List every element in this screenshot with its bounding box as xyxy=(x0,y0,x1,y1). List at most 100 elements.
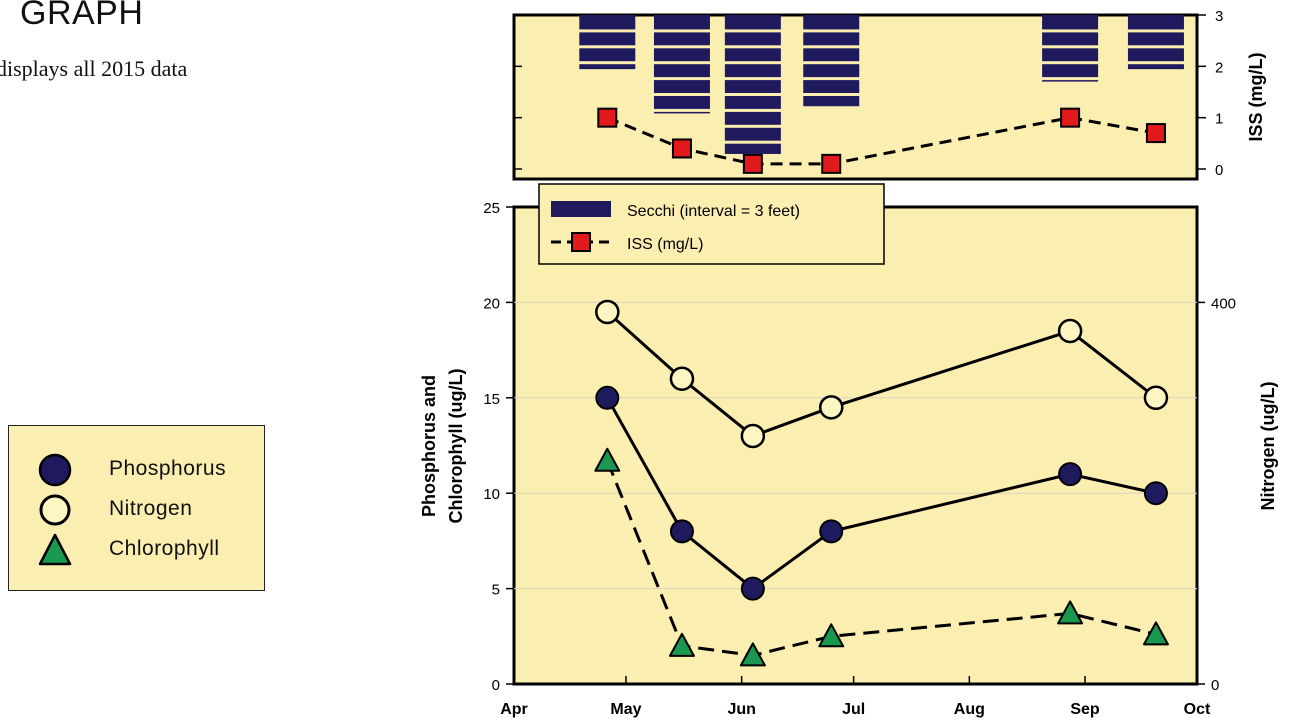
secchi-bar-segment xyxy=(803,15,860,30)
phosphorus-point xyxy=(669,519,694,544)
left-axis-label: Phosphorus and xyxy=(419,375,439,517)
iss-legend-marker xyxy=(571,232,591,252)
nitrogen-point xyxy=(595,299,620,325)
iss-tick-label: 3 xyxy=(1215,8,1223,25)
secchi-bar-segment xyxy=(1127,15,1184,30)
nitrogen-point xyxy=(1143,385,1169,411)
x-tick-label: Oct xyxy=(1184,701,1211,718)
left-tick-label: 25 xyxy=(483,200,500,217)
nitrogen-point xyxy=(818,395,844,420)
chlorophyll-marker-icon xyxy=(38,533,72,566)
nitrogen-point xyxy=(669,366,695,391)
secchi-bar-segment xyxy=(803,64,860,78)
secchi-bar xyxy=(1042,15,1099,82)
bottom-panel-frame xyxy=(512,205,1199,686)
nitrogen-marker-icon xyxy=(39,494,71,526)
x-tick-label: May xyxy=(610,701,641,718)
legend-label-chlorophyll: Chlorophyll xyxy=(109,537,220,560)
chlorophyll-point xyxy=(594,447,621,472)
secchi-bar-segment xyxy=(724,80,781,93)
secchi-bar-segment xyxy=(653,15,710,30)
secchi-bar-segment xyxy=(724,111,781,125)
iss-tick-label: 0 xyxy=(1215,162,1223,179)
secchi-iss-legend: Secchi (interval = 3 feet) ISS (mg/L) xyxy=(538,183,885,265)
iss-legend-label: ISS (mg/L) xyxy=(627,236,703,253)
secchi-bar-segment xyxy=(724,143,781,154)
secchi-bar-segment xyxy=(724,48,781,62)
phosphorus-point xyxy=(819,519,844,544)
secchi-bar-segment xyxy=(803,80,860,93)
secchi-bar-segment xyxy=(653,32,710,46)
secchi-bar xyxy=(653,15,710,114)
secchi-bar-segment xyxy=(579,64,636,70)
secchi-bar-segment xyxy=(1042,15,1099,30)
iss-line xyxy=(606,116,1157,166)
nitrogen-axis-label: Nitrogen (ug/L) xyxy=(1258,382,1278,511)
left-axis-label-line2: Chlorophyll (ug/L) xyxy=(446,369,466,524)
secchi-bar-segment xyxy=(653,48,710,62)
secchi-bar-segment xyxy=(653,111,710,114)
chlorophyll-point xyxy=(818,623,845,648)
phosphorus-marker-icon xyxy=(38,453,72,487)
legend-item-chlorophyll: Chlorophyll xyxy=(9,529,264,569)
secchi-bar xyxy=(579,15,636,70)
phosphorus-point xyxy=(595,385,620,410)
secchi-bar-segment xyxy=(579,48,636,62)
legend-label-phosphorus: Phosphorus xyxy=(109,457,227,480)
x-tick-label: Sep xyxy=(1070,701,1100,718)
secchi-bar xyxy=(803,15,860,107)
secchi-bar-segment xyxy=(724,15,781,30)
chlorophyll-point xyxy=(668,632,695,657)
iss-point xyxy=(742,153,763,174)
secchi-bar xyxy=(724,15,781,154)
legend-item-phosphorus: Phosphorus xyxy=(9,449,264,489)
legend-item-nitrogen: Nitrogen xyxy=(9,489,264,529)
page-subtitle: displays all 2015 data xyxy=(0,56,188,81)
parameter-legend: Phosphorus Nitrogen Chlorophyll xyxy=(8,425,265,591)
secchi-bar-segment xyxy=(579,32,636,46)
phosphorus-point xyxy=(1143,481,1168,506)
legend-label-nitrogen: Nitrogen xyxy=(109,497,193,520)
secchi-iss-legend-box xyxy=(538,183,885,265)
secchi-bar-segment xyxy=(1042,32,1099,46)
secchi-bar-segment xyxy=(724,64,781,78)
secchi-legend-label: Secchi (interval = 3 feet) xyxy=(627,203,800,220)
chlorophyll-line xyxy=(605,460,1157,657)
secchi-bar-segment xyxy=(1042,48,1099,62)
left-tick-label: 15 xyxy=(483,391,500,408)
left-tick-label: 20 xyxy=(483,295,500,312)
iss-point xyxy=(821,153,842,174)
secchi-legend-swatch xyxy=(551,201,611,217)
nitrogen-tick-label: 400 xyxy=(1211,295,1236,312)
secchi-bar-segment xyxy=(1127,64,1184,70)
nitrogen-point xyxy=(1057,318,1083,344)
secchi-bar-segment xyxy=(803,96,860,107)
phosphorus-point xyxy=(740,576,765,601)
left-tick-label: 5 xyxy=(492,582,500,599)
secchi-bar-segment xyxy=(653,64,710,78)
iss-tick-label: 2 xyxy=(1215,59,1223,76)
secchi-bar-segment xyxy=(1042,64,1099,78)
phosphorus-point xyxy=(1058,462,1083,487)
iss-point xyxy=(1145,123,1166,144)
secchi-bar-segment xyxy=(724,32,781,46)
x-tick-label: Jul xyxy=(842,701,865,718)
secchi-bar xyxy=(1127,15,1184,70)
nitrogen-line xyxy=(606,310,1157,438)
x-tick-label: Aug xyxy=(954,701,985,718)
secchi-bar-segment xyxy=(653,80,710,93)
nitrogen-point xyxy=(740,423,766,449)
iss-point xyxy=(671,138,692,159)
secchi-bar-segment xyxy=(724,127,781,141)
secchi-bar-segment xyxy=(653,96,710,109)
secchi-bar-segment xyxy=(803,48,860,62)
secchi-bar-segment xyxy=(724,96,781,109)
page-title: GRAPH xyxy=(20,0,144,32)
chlorophyll-point xyxy=(1142,621,1169,646)
chlorophyll-point xyxy=(1057,600,1084,625)
secchi-bar-segment xyxy=(1042,80,1099,82)
secchi-bar-segment xyxy=(803,32,860,46)
iss-tick-label: 1 xyxy=(1215,111,1223,128)
iss-point xyxy=(597,107,618,128)
